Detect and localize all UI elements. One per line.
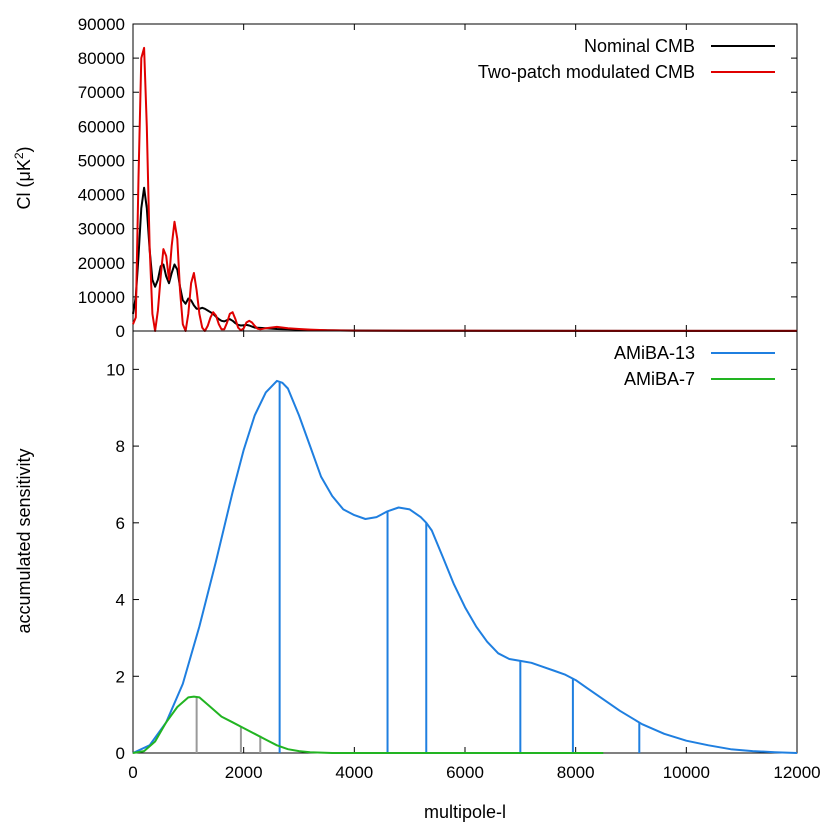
bottom-y-tick-label: 2 — [116, 667, 125, 686]
nominal-cmb-legend-label: Nominal CMB — [584, 36, 695, 56]
top-y-tick-label: 80000 — [78, 49, 125, 68]
x-axis-title: multipole-l — [424, 802, 506, 822]
nominal-cmb-series-line — [132, 186, 798, 332]
bottom-panel: 0 2 4 6 8 10 0 2000 4000 6000 8000 10000 12000 AMiBA-… — [106, 330, 821, 782]
two-patch-modulated-cmb-legend-label: Two-patch modulated CMB — [478, 62, 695, 82]
bottom-y-axis-title: accumulated sensitivity — [14, 448, 34, 633]
top-y-tick-label: 10000 — [78, 288, 125, 307]
top-y-tick-label: 50000 — [78, 151, 125, 170]
bottom-y-tick-label: 0 — [116, 744, 125, 763]
top-y-tick-label: 0 — [116, 322, 125, 341]
bottom-x-tick-label: 8000 — [557, 763, 595, 782]
two-patch-modulated-cmb-series-line — [132, 46, 798, 332]
bottom-y-tick-label: 8 — [116, 437, 125, 456]
top-panel: 0 10000 20000 30000 40000 50000 60000 70000 8000… — [78, 15, 798, 341]
top-y-tick-label: 60000 — [78, 117, 125, 136]
top-y-tick-label: 30000 — [78, 220, 125, 239]
bottom-x-tick-label: 4000 — [335, 763, 373, 782]
top-plot-frame — [132, 23, 798, 332]
amiba-13-legend-label: AMiBA-13 — [614, 343, 695, 363]
bottom-x-tick-label: 6000 — [446, 763, 484, 782]
bottom-x-tick-label: 10000 — [663, 763, 710, 782]
bottom-x-tick-label: 2000 — [225, 763, 263, 782]
top-y-axis-title: Cl (μK2) — [12, 146, 34, 209]
axes-labels: Cl (μK2) accumulated sensitivity multipo… — [12, 146, 506, 822]
top-y-tick-label: 70000 — [78, 83, 125, 102]
top-y-tick-label: 40000 — [78, 186, 125, 205]
top-y-tick-label: 20000 — [78, 254, 125, 273]
bottom-y-tick-label: 10 — [106, 360, 125, 379]
amiba-7-series-line — [132, 695, 604, 754]
bottom-plot-frame — [132, 330, 798, 754]
bottom-y-tick-label: 4 — [116, 591, 125, 610]
bottom-x-tick-label: 0 — [128, 763, 137, 782]
bottom-y-tick-label: 6 — [116, 514, 125, 533]
bottom-x-tick-label: 12000 — [773, 763, 820, 782]
amiba-13-series-line — [132, 379, 798, 754]
top-y-tick-label: 90000 — [78, 15, 125, 34]
amiba-7-legend-label: AMiBA-7 — [624, 369, 695, 389]
